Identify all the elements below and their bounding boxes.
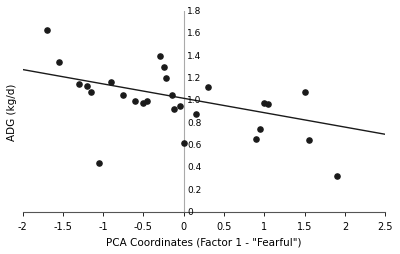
Point [44,28,50,33]
Point [168,93,175,97]
Point [108,80,114,84]
Point [76,82,82,86]
Point [160,65,167,69]
Text: 0.4: 0.4 [187,163,201,172]
Text: 0.8: 0.8 [187,119,201,128]
X-axis label: PCA Coordinates (Factor 1 - "Fearful"): PCA Coordinates (Factor 1 - "Fearful") [106,237,302,247]
Text: 0.2: 0.2 [187,186,201,195]
Point [132,99,138,103]
Text: 0.6: 0.6 [187,141,201,150]
Point [205,85,211,89]
Point [265,102,272,106]
Point [120,93,126,97]
Point [257,127,264,131]
Text: 1.8: 1.8 [187,7,201,16]
Point [56,60,62,64]
Text: 1.4: 1.4 [187,52,201,61]
Point [84,84,90,88]
Y-axis label: ADG (kg/d): ADG (kg/d) [7,83,17,141]
Text: 1.6: 1.6 [187,29,201,38]
Point [144,99,151,103]
Text: 1.2: 1.2 [187,74,201,83]
Point [163,76,169,81]
Point [334,173,340,178]
Point [140,101,147,105]
Point [88,90,94,94]
Point [261,101,268,105]
Point [253,137,260,141]
Point [306,138,312,142]
Point [156,54,163,58]
Point [180,141,187,145]
Text: 1.0: 1.0 [187,96,201,105]
Point [302,90,308,94]
Point [193,112,199,116]
Text: 0: 0 [187,208,193,217]
Point [96,161,102,165]
Point [171,107,177,111]
Point [176,104,183,108]
